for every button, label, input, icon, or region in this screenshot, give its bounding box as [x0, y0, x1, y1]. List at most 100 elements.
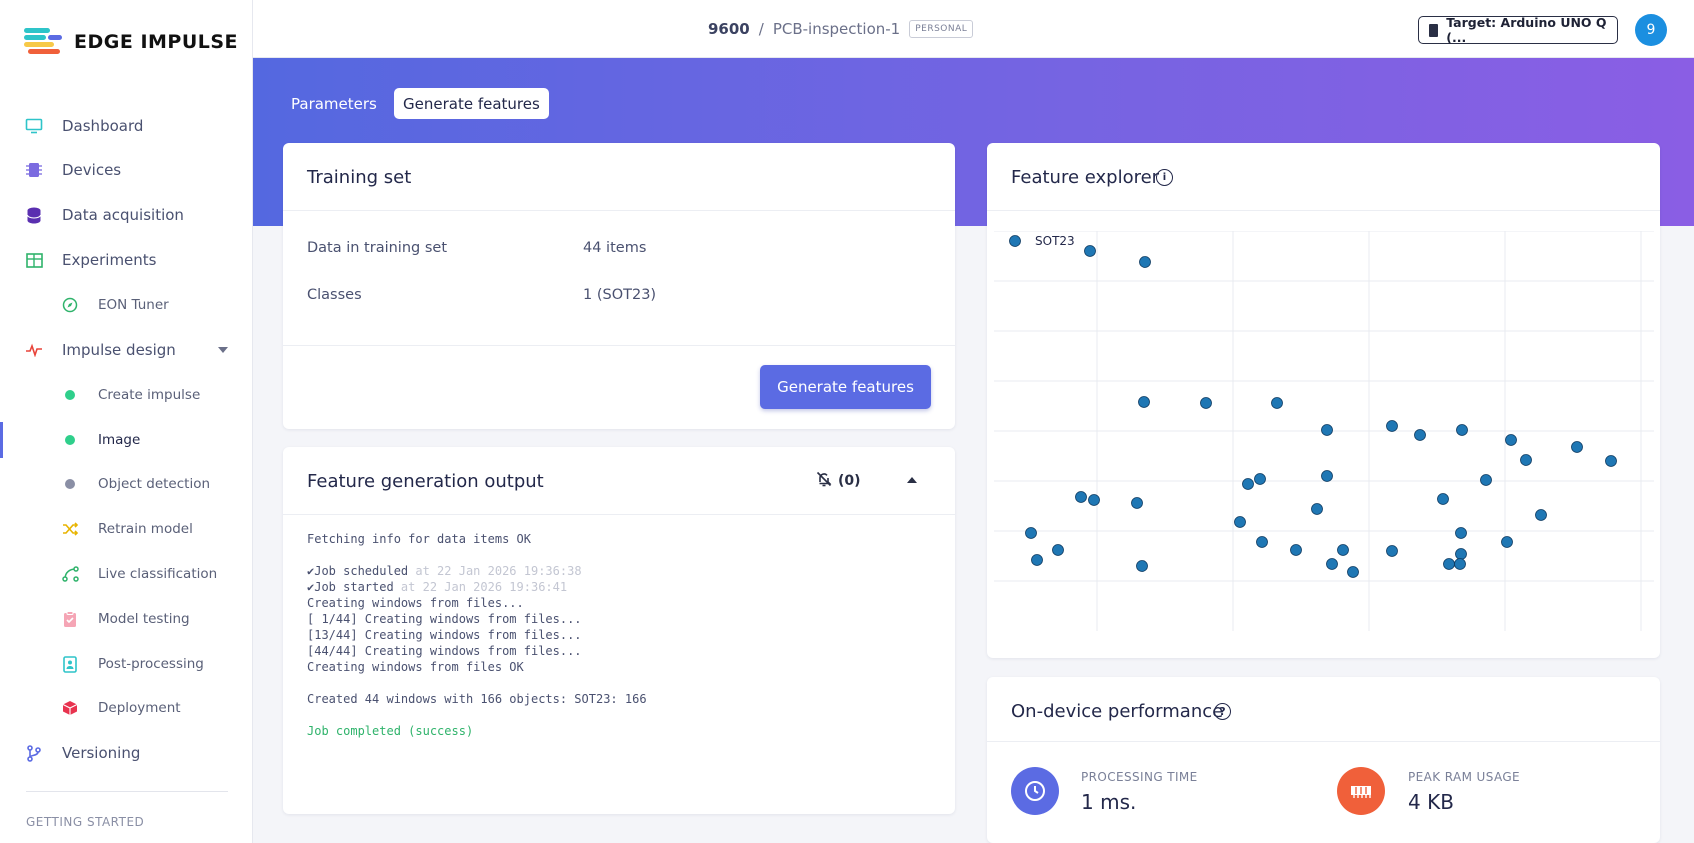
sidebar-item-create-impulse[interactable]: Create impulse — [0, 377, 253, 413]
scatter-point[interactable] — [1138, 396, 1150, 408]
job-status: Job completed (success) — [307, 724, 474, 738]
scatter-point[interactable] — [1234, 516, 1246, 528]
info-icon[interactable]: i — [1156, 169, 1173, 186]
sidebar-item-image[interactable]: Image — [0, 422, 253, 458]
feature-scatter-plot[interactable]: SOT23 — [987, 231, 1660, 641]
scatter-point[interactable] — [1456, 424, 1468, 436]
status-dot-icon — [60, 430, 80, 450]
scatter-point[interactable] — [1200, 397, 1212, 409]
sidebar-item-versioning[interactable]: Versioning — [0, 735, 253, 771]
scatter-point[interactable] — [1520, 454, 1532, 466]
scatter-point[interactable] — [1025, 527, 1037, 539]
sidebar-item-data-acquisition[interactable]: Data acquisition — [0, 197, 253, 233]
tab-parameters[interactable]: Parameters — [291, 94, 377, 113]
clock-icon — [1011, 767, 1059, 815]
scatter-point[interactable] — [1480, 474, 1492, 486]
scatter-point[interactable] — [1535, 509, 1547, 521]
sidebar-divider — [26, 791, 228, 792]
sidebar-item-deployment[interactable]: Deployment — [0, 690, 253, 726]
scatter-point[interactable] — [1088, 494, 1100, 506]
top-bar: 9600 / PCB-inspection-1 PERSONAL Target:… — [253, 0, 1694, 58]
sidebar-item-live-classification[interactable]: Live classification — [0, 556, 253, 592]
scatter-point[interactable] — [1326, 558, 1338, 570]
scatter-point[interactable] — [1256, 536, 1268, 548]
processing-time-label: PROCESSING TIME — [1081, 770, 1198, 784]
card-title: On-device performance — [1011, 701, 1224, 722]
generate-features-button[interactable]: Generate features — [760, 365, 931, 409]
scatter-point[interactable] — [1052, 544, 1064, 556]
sidebar-item-devices[interactable]: Devices — [0, 152, 253, 188]
tab-generate-features[interactable]: Generate features — [394, 88, 549, 119]
sidebar-item-eon-tuner[interactable]: EON Tuner — [0, 287, 253, 323]
scatter-point[interactable] — [1290, 544, 1302, 556]
chevron-up-icon[interactable] — [907, 477, 917, 483]
legend-marker[interactable] — [1009, 235, 1021, 247]
scatter-point[interactable] — [1031, 554, 1043, 566]
scatter-point[interactable] — [1131, 497, 1143, 509]
sidebar-item-object-detection[interactable]: Object detection — [0, 466, 253, 502]
classes-value: 1 (SOT23) — [583, 287, 657, 303]
console-line: ✔Job scheduled — [307, 564, 409, 578]
chip-icon — [24, 160, 44, 180]
scatter-point[interactable] — [1311, 503, 1323, 515]
scatter-point[interactable] — [1347, 566, 1359, 578]
target-device-button[interactable]: Target: Arduino UNO Q (... — [1418, 15, 1618, 45]
scatter-point[interactable] — [1454, 558, 1466, 570]
chevron-down-icon[interactable] — [218, 347, 228, 353]
sidebar-item-label: Experiments — [62, 251, 157, 269]
sidebar-item-experiments[interactable]: Experiments — [0, 242, 253, 278]
scatter-point[interactable] — [1136, 560, 1148, 572]
scatter-point[interactable] — [1414, 429, 1426, 441]
scatter-point[interactable] — [1437, 493, 1449, 505]
scatter-point[interactable] — [1321, 470, 1333, 482]
sidebar-item-label: Post-processing — [98, 656, 204, 672]
scatter-point[interactable] — [1242, 478, 1254, 490]
microchip-icon — [1429, 23, 1439, 37]
card-title: Training set — [307, 167, 412, 188]
card-title: Feature explorer — [1011, 167, 1160, 188]
scatter-point[interactable] — [1455, 548, 1467, 560]
project-name[interactable]: PCB-inspection-1 — [772, 20, 901, 38]
sidebar-item-label: Model testing — [98, 611, 190, 627]
scatter-point[interactable] — [1605, 455, 1617, 467]
scatter-point[interactable] — [1271, 397, 1283, 409]
scatter-point[interactable] — [1139, 256, 1151, 268]
notifications-toggle[interactable]: (0) — [816, 471, 861, 491]
user-avatar[interactable]: 9 — [1635, 14, 1667, 46]
scatter-point[interactable] — [1321, 424, 1333, 436]
console-line: ✔Job started — [307, 580, 394, 594]
scatter-point[interactable] — [1443, 558, 1455, 570]
sidebar-item-post-processing[interactable]: Post-processing — [0, 646, 253, 682]
brand-logo[interactable]: EDGE IMPULSE — [24, 28, 238, 55]
sidebar-item-label: Data acquisition — [62, 206, 184, 224]
divider — [283, 210, 955, 211]
scatter-point[interactable] — [1505, 434, 1517, 446]
scatter-point[interactable] — [1455, 527, 1467, 539]
sidebar-item-label: EON Tuner — [98, 297, 169, 313]
scatter-point[interactable] — [1501, 536, 1513, 548]
scatter-point[interactable] — [1337, 544, 1349, 556]
scatter-point[interactable] — [1386, 545, 1398, 557]
feature-generation-output-card: Feature generation output (0) Fetching i… — [283, 447, 955, 814]
sidebar-item-dashboard[interactable]: Dashboard — [0, 108, 253, 144]
sidebar-item-label: Dashboard — [62, 117, 144, 135]
feature-explorer-card: Feature explorer i SOT23 — [987, 143, 1660, 658]
sidebar-item-model-testing[interactable]: Model testing — [0, 601, 253, 637]
sidebar-item-label: Image — [98, 432, 141, 448]
scatter-point[interactable] — [1571, 441, 1583, 453]
sidebar-item-retrain-model[interactable]: Retrain model — [0, 511, 253, 547]
card-title: Feature generation output — [307, 471, 544, 492]
sidebar-item-label: Create impulse — [98, 387, 201, 403]
scatter-point[interactable] — [1084, 245, 1096, 257]
sidebar-item-impulse-design[interactable]: Impulse design — [0, 332, 253, 368]
shuffle-icon — [60, 519, 80, 539]
breadcrumb-separator: / — [758, 20, 764, 38]
project-type-badge: PERSONAL — [909, 20, 974, 38]
scatter-point[interactable] — [1075, 491, 1087, 503]
help-icon[interactable]: ? — [1214, 703, 1231, 720]
project-id[interactable]: 9600 — [708, 20, 750, 38]
edge-impulse-logo-icon — [24, 28, 64, 55]
clipboard-check-icon — [60, 609, 80, 629]
scatter-point[interactable] — [1254, 473, 1266, 485]
scatter-point[interactable] — [1386, 420, 1398, 432]
